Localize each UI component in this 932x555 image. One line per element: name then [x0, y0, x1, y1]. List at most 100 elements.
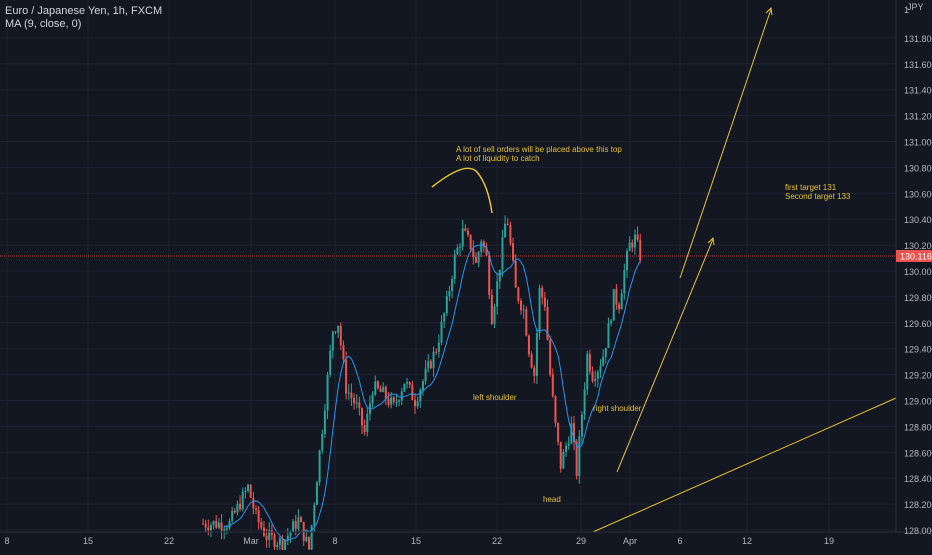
- y-tick-label-partial: 1: [904, 5, 909, 15]
- candle-body: [636, 234, 639, 240]
- candle-body: [596, 372, 599, 380]
- candle-body: [355, 402, 358, 404]
- candle-body: [610, 320, 613, 324]
- candle-body: [345, 359, 348, 394]
- candle-body: [310, 525, 313, 550]
- candle-body: [530, 354, 533, 368]
- candle-body: [395, 401, 398, 403]
- candle-body: [318, 450, 321, 483]
- candle-body: [559, 441, 562, 469]
- candle-body: [456, 247, 459, 255]
- candle-body: [406, 382, 409, 384]
- y-tick-label: 128.000: [904, 526, 932, 536]
- candle-body: [448, 290, 451, 297]
- candle-body: [464, 228, 467, 231]
- y-tick-label: 130.000: [904, 267, 932, 277]
- candle-body: [257, 509, 260, 522]
- y-tick-label: 128.600: [904, 448, 932, 458]
- candle-body: [469, 234, 472, 250]
- candle-body: [231, 510, 234, 521]
- candle-body: [339, 325, 342, 346]
- candle-body: [580, 414, 583, 437]
- candle-body: [294, 521, 297, 529]
- candle-body: [374, 381, 377, 395]
- candle-body: [382, 386, 385, 392]
- candle-body: [562, 452, 565, 469]
- candle-body: [424, 368, 427, 382]
- candle-body: [599, 365, 602, 373]
- annotation-label: Second target 133: [785, 192, 851, 201]
- x-tick-label: 15: [411, 536, 421, 546]
- candle-body: [321, 433, 324, 451]
- candle-body: [570, 423, 573, 444]
- x-tick-label: 29: [576, 536, 586, 546]
- y-tick-label: 130.200: [904, 241, 932, 251]
- x-tick-label: Apr: [623, 536, 637, 546]
- candle-body: [594, 379, 597, 381]
- last-price-label: 130.116: [900, 251, 932, 261]
- candle-body: [504, 223, 507, 238]
- candle-body: [419, 389, 422, 402]
- x-tick-label: 6: [677, 536, 682, 546]
- candle-body: [583, 389, 586, 415]
- candle-body: [443, 313, 446, 322]
- candle-body: [414, 399, 416, 407]
- symbol-title[interactable]: Euro / Japanese Yen, 1h, FXCM: [5, 5, 163, 17]
- candle-body: [533, 367, 536, 376]
- candle-body: [543, 297, 546, 308]
- candle-body: [326, 374, 329, 411]
- indicator-label[interactable]: MA (9, close, 0): [5, 18, 82, 30]
- candle-body: [557, 422, 560, 442]
- candle-body: [498, 269, 501, 282]
- y-tick-label: 129.400: [904, 345, 932, 355]
- candle-body: [591, 371, 594, 381]
- candle-body: [212, 521, 215, 525]
- candle-body: [628, 242, 631, 252]
- candle-body: [217, 522, 220, 528]
- candle-body: [289, 531, 292, 536]
- candle-body: [265, 535, 268, 541]
- y-tick-label: 130.800: [904, 163, 932, 173]
- candle-body: [520, 300, 522, 311]
- candle-body: [588, 353, 591, 372]
- candle-body: [567, 443, 570, 446]
- candle-body: [623, 270, 626, 294]
- candle-body: [554, 396, 557, 423]
- candle-body: [565, 445, 568, 453]
- y-tick-label: 129.000: [904, 397, 932, 407]
- candle-body: [459, 246, 462, 248]
- candle-body: [281, 538, 284, 551]
- candle-body: [440, 321, 443, 343]
- trend-line: [592, 397, 897, 533]
- candle-body: [384, 386, 387, 399]
- candle-body: [421, 381, 424, 390]
- chart-legend: Euro / Japanese Yen, 1h, FXCM MA (9, clo…: [5, 5, 162, 31]
- candle-body: [233, 510, 236, 513]
- candle-body: [496, 281, 499, 307]
- candle-body: [347, 392, 350, 394]
- last-price-badge: [896, 249, 932, 262]
- candle-body: [416, 401, 419, 407]
- candle-body: [501, 237, 504, 270]
- candle-body: [361, 407, 363, 426]
- candle-body: [490, 294, 493, 325]
- candle-body: [633, 234, 636, 248]
- candle-body: [472, 249, 475, 258]
- candle-body: [334, 331, 337, 333]
- candle-body: [247, 484, 250, 491]
- candle-body: [408, 382, 411, 385]
- candle-body: [514, 260, 517, 288]
- annotation-label: A lot of sell orders will be placed abov…: [456, 145, 622, 154]
- candle-body: [315, 482, 318, 506]
- candle-body: [207, 527, 210, 531]
- candle-body: [204, 523, 207, 528]
- candle-body: [488, 255, 491, 295]
- x-tick-label: 8: [4, 536, 9, 546]
- top-arc-drawing: [431, 167, 493, 214]
- annotation-label: left shoulder: [473, 393, 517, 402]
- candle-body: [255, 508, 257, 510]
- candle-body: [300, 517, 303, 522]
- candle-body: [578, 436, 581, 476]
